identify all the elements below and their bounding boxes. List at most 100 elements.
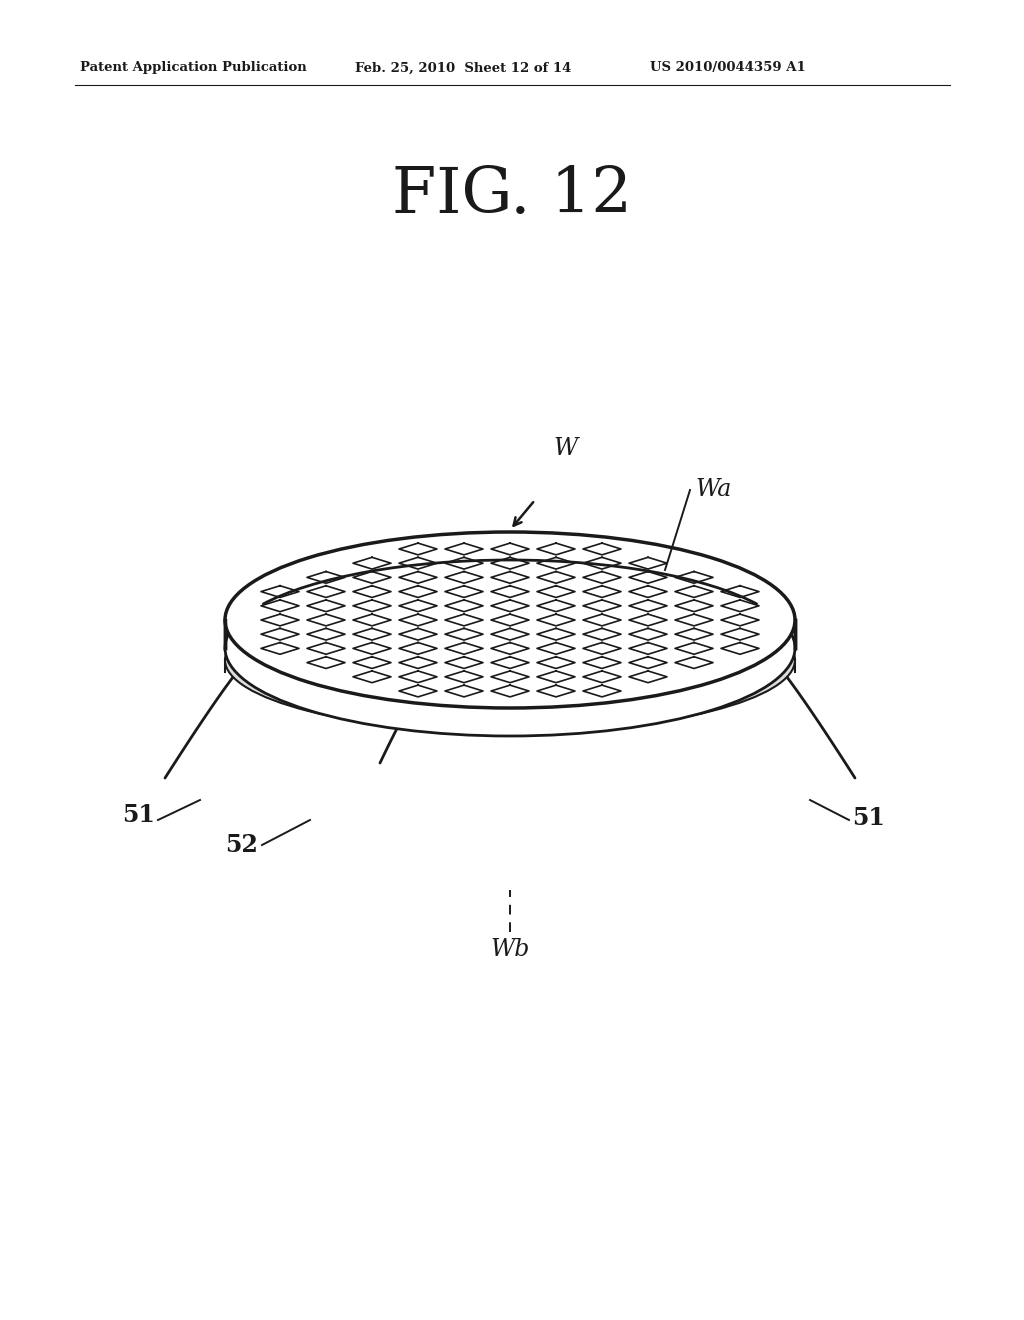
Polygon shape bbox=[537, 628, 575, 640]
Polygon shape bbox=[490, 572, 529, 583]
Polygon shape bbox=[445, 628, 483, 640]
Polygon shape bbox=[490, 657, 529, 668]
Text: 52: 52 bbox=[225, 833, 258, 857]
Polygon shape bbox=[353, 643, 391, 655]
Polygon shape bbox=[721, 599, 759, 611]
Polygon shape bbox=[583, 572, 621, 583]
Polygon shape bbox=[261, 628, 299, 640]
Polygon shape bbox=[353, 628, 391, 640]
Polygon shape bbox=[721, 628, 759, 640]
Polygon shape bbox=[353, 671, 391, 682]
Polygon shape bbox=[490, 671, 529, 682]
Polygon shape bbox=[490, 643, 529, 655]
Text: Patent Application Publication: Patent Application Publication bbox=[80, 62, 307, 74]
Text: FIG. 12: FIG. 12 bbox=[392, 165, 632, 226]
Polygon shape bbox=[629, 643, 667, 655]
Ellipse shape bbox=[225, 560, 795, 737]
Polygon shape bbox=[399, 557, 437, 569]
Polygon shape bbox=[583, 628, 621, 640]
Polygon shape bbox=[445, 543, 483, 554]
Polygon shape bbox=[629, 657, 667, 668]
Polygon shape bbox=[675, 572, 713, 583]
Polygon shape bbox=[675, 657, 713, 668]
Polygon shape bbox=[490, 599, 529, 611]
Polygon shape bbox=[629, 614, 667, 626]
Polygon shape bbox=[629, 557, 667, 569]
Polygon shape bbox=[675, 614, 713, 626]
Polygon shape bbox=[399, 671, 437, 682]
Polygon shape bbox=[721, 614, 759, 626]
Text: US 2010/0044359 A1: US 2010/0044359 A1 bbox=[650, 62, 806, 74]
Polygon shape bbox=[353, 599, 391, 611]
Polygon shape bbox=[353, 557, 391, 569]
Polygon shape bbox=[399, 572, 437, 583]
Polygon shape bbox=[629, 572, 667, 583]
Polygon shape bbox=[721, 643, 759, 655]
Polygon shape bbox=[261, 586, 299, 598]
Polygon shape bbox=[307, 586, 345, 598]
Polygon shape bbox=[629, 586, 667, 598]
Polygon shape bbox=[490, 685, 529, 697]
Polygon shape bbox=[675, 628, 713, 640]
Polygon shape bbox=[307, 643, 345, 655]
Polygon shape bbox=[583, 586, 621, 598]
Polygon shape bbox=[307, 657, 345, 668]
Polygon shape bbox=[675, 643, 713, 655]
Polygon shape bbox=[629, 599, 667, 611]
Polygon shape bbox=[445, 572, 483, 583]
Text: 51: 51 bbox=[122, 803, 155, 828]
Polygon shape bbox=[399, 657, 437, 668]
Polygon shape bbox=[261, 599, 299, 611]
Polygon shape bbox=[583, 657, 621, 668]
Polygon shape bbox=[490, 557, 529, 569]
Polygon shape bbox=[399, 643, 437, 655]
Polygon shape bbox=[629, 671, 667, 682]
Text: 51: 51 bbox=[852, 807, 885, 830]
Polygon shape bbox=[537, 543, 575, 554]
Polygon shape bbox=[445, 599, 483, 611]
Polygon shape bbox=[490, 614, 529, 626]
Polygon shape bbox=[583, 643, 621, 655]
Polygon shape bbox=[537, 643, 575, 655]
Polygon shape bbox=[537, 671, 575, 682]
Polygon shape bbox=[445, 671, 483, 682]
Polygon shape bbox=[675, 599, 713, 611]
Polygon shape bbox=[629, 628, 667, 640]
Text: Wa: Wa bbox=[695, 479, 731, 502]
Polygon shape bbox=[490, 628, 529, 640]
Polygon shape bbox=[537, 614, 575, 626]
Polygon shape bbox=[583, 614, 621, 626]
Text: Feb. 25, 2010  Sheet 12 of 14: Feb. 25, 2010 Sheet 12 of 14 bbox=[355, 62, 571, 74]
Polygon shape bbox=[675, 586, 713, 598]
Polygon shape bbox=[583, 671, 621, 682]
Polygon shape bbox=[261, 614, 299, 626]
Polygon shape bbox=[490, 586, 529, 598]
Polygon shape bbox=[445, 614, 483, 626]
Polygon shape bbox=[307, 628, 345, 640]
Ellipse shape bbox=[225, 587, 795, 733]
Polygon shape bbox=[353, 657, 391, 668]
Polygon shape bbox=[399, 685, 437, 697]
Polygon shape bbox=[721, 586, 759, 598]
Polygon shape bbox=[353, 572, 391, 583]
Text: W: W bbox=[553, 437, 578, 459]
Polygon shape bbox=[307, 599, 345, 611]
Polygon shape bbox=[307, 614, 345, 626]
Polygon shape bbox=[399, 614, 437, 626]
Polygon shape bbox=[445, 557, 483, 569]
Polygon shape bbox=[445, 657, 483, 668]
Polygon shape bbox=[583, 543, 621, 554]
Polygon shape bbox=[353, 614, 391, 626]
Polygon shape bbox=[537, 599, 575, 611]
Polygon shape bbox=[537, 586, 575, 598]
Polygon shape bbox=[537, 685, 575, 697]
Ellipse shape bbox=[225, 532, 795, 708]
Polygon shape bbox=[583, 685, 621, 697]
Polygon shape bbox=[261, 643, 299, 655]
Polygon shape bbox=[490, 543, 529, 554]
Polygon shape bbox=[583, 599, 621, 611]
Polygon shape bbox=[537, 557, 575, 569]
Polygon shape bbox=[399, 543, 437, 554]
Polygon shape bbox=[537, 657, 575, 668]
Polygon shape bbox=[307, 572, 345, 583]
